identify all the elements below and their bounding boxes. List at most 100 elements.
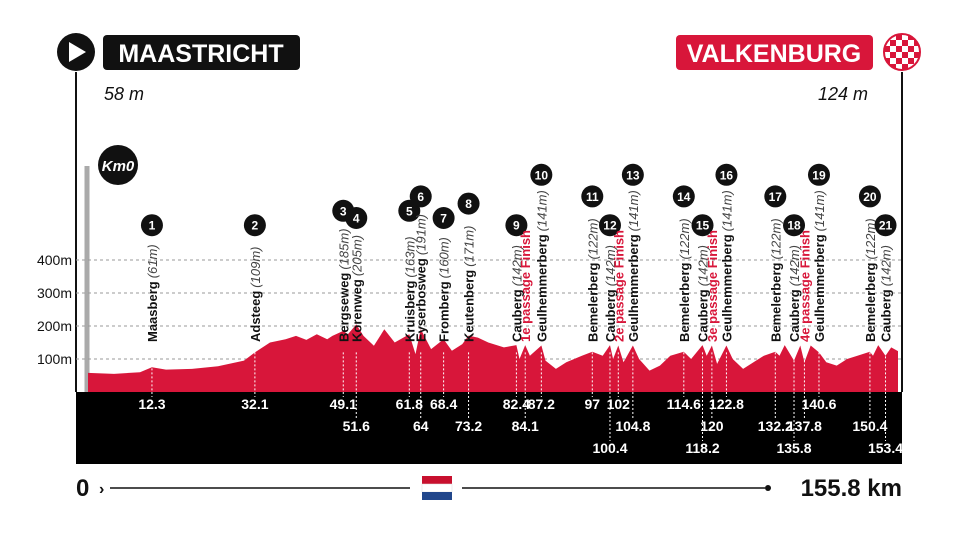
- finish-passage-marker: 120 3e passage Finish: [700, 230, 724, 434]
- climb-label: Bemelerberg(122m): [768, 218, 783, 342]
- climb-number: 13: [626, 168, 640, 182]
- distance-end-dot: [765, 485, 771, 491]
- climb-marker: 150.4 Bemelerberg(122m) 20: [852, 185, 888, 434]
- climb-number: 5: [406, 204, 413, 218]
- climb-marker: 153.4 Cauberg(142m) 21: [868, 214, 903, 456]
- climb-label: Cauberg(142m): [603, 245, 618, 342]
- checkered-flag-icon: [883, 33, 921, 71]
- finish-passage-marker: 102 2e passage Finish: [607, 230, 631, 412]
- climb-number: 18: [787, 219, 801, 233]
- climb-label: Cauberg(142m): [787, 245, 802, 342]
- climb-marker: 49.1 Bergseweg(185m) 3: [330, 199, 357, 412]
- climb-label: Bemelerberg(122m): [677, 218, 692, 342]
- climb-label: 3e passage Finish: [705, 230, 720, 342]
- climb-distance: 32.1: [241, 396, 268, 412]
- climb-marker: 118.2 Cauberg(142m) 15: [685, 214, 720, 456]
- climb-label: Kruisberg(163m): [402, 236, 417, 342]
- climb-number: 2: [252, 219, 259, 233]
- climb-distance: 97: [585, 396, 601, 412]
- finish-altitude: 124 m: [818, 84, 868, 104]
- climb-number: 1: [149, 219, 156, 233]
- climb-marker: 97 Bemelerberg(122m) 11: [581, 185, 604, 412]
- climb-number: 17: [769, 190, 783, 204]
- climb-distance: 73.2: [455, 418, 482, 434]
- climb-marker: 87.2 Geulhemmerberg(141m) 10: [528, 163, 555, 412]
- climb-number: 12: [603, 219, 617, 233]
- climb-distance: 68.4: [430, 396, 457, 412]
- y-grid: 100m 200m 300m 400m: [37, 252, 902, 367]
- climb-label: Cauberg(142m): [509, 245, 524, 342]
- climb-number: 15: [696, 219, 710, 233]
- climb-marker: 140.6 Geulhemmerberg(141m) 19: [801, 163, 837, 412]
- climb-label: Keutenberg(171m): [462, 226, 477, 342]
- climb-label: 1e passage Finish: [518, 230, 533, 342]
- climb-label: Geulhemmerberg(141m): [719, 190, 734, 342]
- distance-start: 0: [76, 475, 89, 502]
- climb-label: Fromberg(160m): [437, 237, 452, 342]
- finish-passage-marker: 137.8 4e passage Finish: [787, 230, 822, 434]
- climb-label: Bemelerberg(122m): [585, 218, 600, 342]
- climb-label: 2e passage Finish: [611, 230, 626, 342]
- climb-distance: 100.4: [592, 440, 627, 456]
- finish-city-name: VALKENBURG: [687, 40, 862, 68]
- climb-marker: 73.2 Keutenberg(171m) 8: [455, 192, 482, 434]
- climb-label: Geulhemmerberg(141m): [812, 190, 827, 342]
- climb-distance: 114.6: [667, 396, 701, 412]
- y-tick-label: 100m: [37, 351, 72, 367]
- finish-header: VALKENBURG 124 m: [676, 33, 921, 104]
- km0-label: Km0: [102, 158, 135, 175]
- climb-number: 19: [812, 168, 826, 182]
- start-city-box: [103, 35, 300, 70]
- climb-number: 3: [340, 204, 347, 218]
- climb-marker: 82.4 Cauberg(142m) 9: [503, 214, 530, 412]
- play-icon: [69, 42, 86, 62]
- climb-distance: 102: [607, 396, 631, 412]
- climb-number: 10: [535, 168, 549, 182]
- finish-city-box: [676, 35, 873, 70]
- elevation-profile: [88, 324, 898, 392]
- finish-passage-marker: 84.1 1e passage Finish: [512, 230, 539, 434]
- climb-number: 14: [677, 190, 691, 204]
- climb-marker: 64 Eyserbosweg(191m) 6: [409, 185, 432, 434]
- climb-marker: 132.2 Bemelerberg(122m) 17: [758, 185, 793, 434]
- climb-marker: 104.8 Geulhemmerberg(141m) 13: [615, 163, 651, 434]
- start-altitude: 58 m: [104, 84, 144, 104]
- distance-band: [76, 392, 902, 464]
- climb-distance: 87.2: [528, 396, 555, 412]
- climb-distance: 104.8: [615, 418, 650, 434]
- climb-marker: 135.8 Cauberg(142m) 18: [776, 214, 812, 456]
- climb-number: 21: [879, 219, 893, 233]
- climb-distance: 140.6: [801, 396, 836, 412]
- climb-distance: 137.8: [787, 418, 822, 434]
- distance-end: 155.8 km: [801, 475, 902, 502]
- climb-marker: 122.8 Geulhemmerberg(141m) 16: [709, 163, 744, 412]
- climb-marker: 51.6 Korenweg(205m) 4: [343, 207, 370, 434]
- climb-number: 9: [513, 219, 520, 233]
- climb-number: 16: [720, 168, 734, 182]
- y-tick-label: 400m: [37, 252, 72, 268]
- y-tick-label: 300m: [37, 285, 72, 301]
- climb-distance: 135.8: [776, 440, 811, 456]
- climb-distance: 82.4: [503, 396, 530, 412]
- climb-distance: 84.1: [512, 418, 539, 434]
- climb-number: 20: [863, 190, 877, 204]
- climb-number: 6: [417, 190, 424, 204]
- climb-label: Cauberg(142m): [879, 245, 894, 342]
- climb-marker: 32.1 Adsteeg(109m) 2: [241, 214, 269, 412]
- climb-distance: 64: [413, 418, 429, 434]
- climb-marker: 12.3 Maasberg(61m) 1: [138, 214, 166, 412]
- climb-label: Geulhemmerberg(141m): [534, 190, 549, 342]
- climb-label: Bergseweg(185m): [336, 228, 351, 342]
- climbs-layer: 12.3 Maasberg(61m) 1 32.1 Adsteeg(109m) 2 49.1…: [138, 163, 903, 456]
- climb-distance: 153.4: [868, 440, 903, 456]
- climb-distance: 122.8: [709, 396, 744, 412]
- climb-distance: 61.8: [396, 396, 423, 412]
- climb-distance: 150.4: [852, 418, 887, 434]
- climb-distance: 12.3: [138, 396, 165, 412]
- distance-bar: 0 › 155.8 km: [76, 475, 902, 502]
- netherlands-flag-icon: [421, 476, 453, 500]
- climb-distance: 49.1: [330, 396, 357, 412]
- y-tick-label: 200m: [37, 318, 72, 334]
- climb-distance: 51.6: [343, 418, 370, 434]
- climb-label: Adsteeg(109m): [248, 247, 263, 342]
